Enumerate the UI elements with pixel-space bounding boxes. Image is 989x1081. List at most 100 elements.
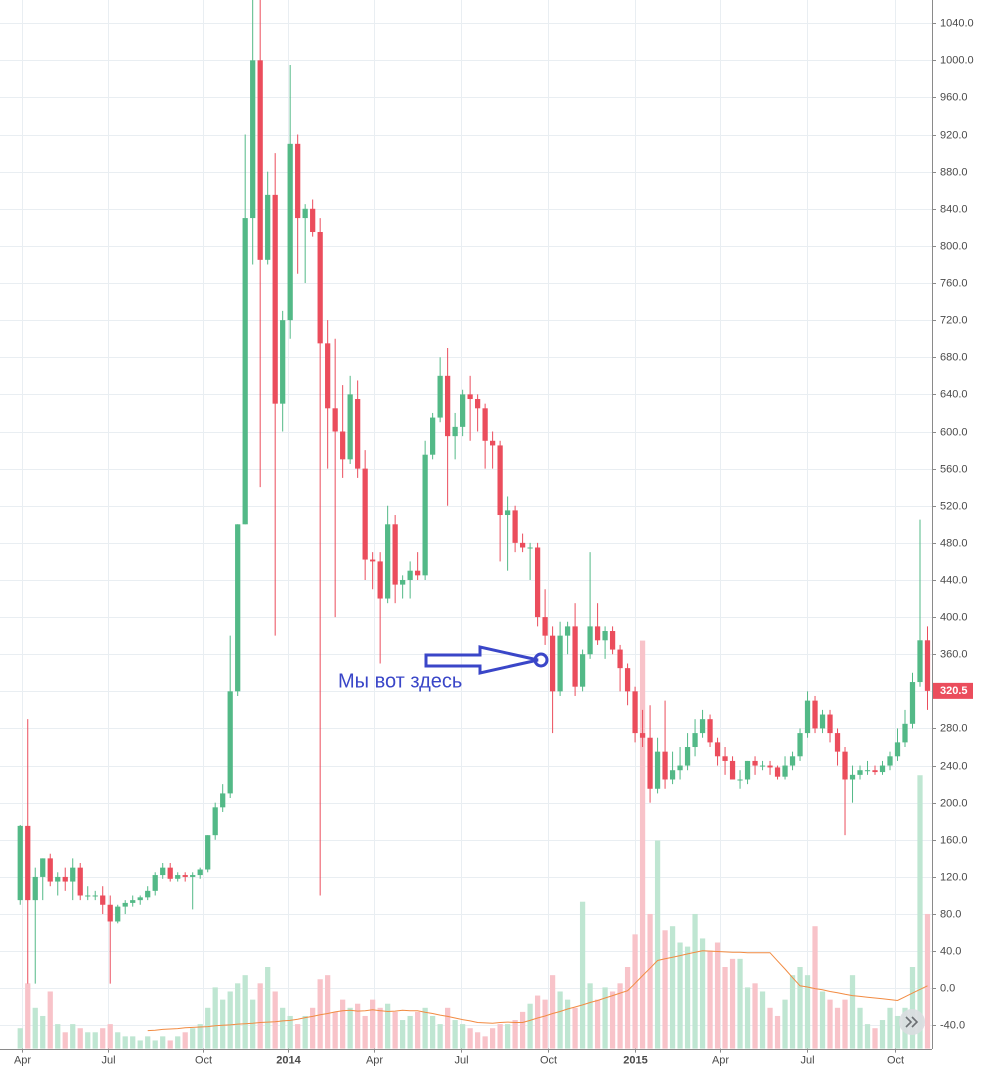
volume-bar xyxy=(647,913,653,1049)
candle-body xyxy=(220,793,226,808)
scroll-button[interactable] xyxy=(899,1009,925,1035)
y-tick-label: 680.0 xyxy=(940,351,968,363)
candle-body xyxy=(212,807,218,836)
candle-body xyxy=(542,617,548,636)
candle-body xyxy=(752,760,758,766)
candle-body xyxy=(92,895,98,897)
candle-body xyxy=(504,510,511,516)
candle-body xyxy=(669,770,676,780)
volume-bar xyxy=(377,1007,383,1049)
volume-bar xyxy=(385,1003,391,1049)
volume-bar xyxy=(122,1036,128,1049)
volume-ma-line xyxy=(147,950,928,1032)
candle-body xyxy=(654,751,661,789)
volume-bar xyxy=(624,967,631,1049)
volume-bar xyxy=(692,913,698,1049)
volume-bar xyxy=(924,913,931,1049)
volume-bar xyxy=(602,987,608,1049)
volume-bar xyxy=(519,1011,526,1049)
y-tick-label: 520.0 xyxy=(940,500,968,512)
volume-bar xyxy=(797,967,803,1049)
y-tick-label: 160.0 xyxy=(940,834,968,846)
candle-body xyxy=(827,714,833,734)
volume-bar xyxy=(167,1040,173,1049)
candle-body xyxy=(317,231,323,344)
volume-bar xyxy=(152,1040,158,1049)
volume-bar xyxy=(842,999,848,1049)
volume-bar xyxy=(272,991,278,1049)
candle-body xyxy=(527,547,533,549)
candle-body xyxy=(250,60,256,219)
y-tick-label: 80.0 xyxy=(940,908,961,920)
candle-body xyxy=(242,218,248,525)
volume-bar xyxy=(77,1028,83,1049)
candle-body xyxy=(235,524,241,692)
candle-body xyxy=(280,320,286,404)
volume-bar xyxy=(175,1036,181,1049)
candle-body xyxy=(407,570,413,580)
scroll-button-icon[interactable] xyxy=(905,1016,919,1028)
candle-body xyxy=(774,767,781,777)
volume-bar xyxy=(257,983,263,1049)
y-tick-label: 200.0 xyxy=(940,797,968,809)
x-tick-label: 2015 xyxy=(623,1055,647,1067)
volume-bar xyxy=(205,1007,211,1049)
volume-bar xyxy=(137,1040,143,1049)
candle-body xyxy=(677,765,683,771)
x-tick-label: Oct xyxy=(540,1055,557,1067)
volume-bar xyxy=(872,1028,878,1049)
candle-body xyxy=(924,640,931,691)
candle-body xyxy=(197,869,203,876)
candle-body xyxy=(400,579,406,585)
y-tick-label: 840.0 xyxy=(940,203,968,215)
volume-bar xyxy=(534,995,541,1049)
candle-body xyxy=(40,858,46,877)
volume-bar xyxy=(699,938,706,1049)
y-tick-label: 440.0 xyxy=(940,574,968,586)
candle-body xyxy=(430,417,436,455)
candle-body xyxy=(85,895,91,897)
candle-body xyxy=(167,867,173,879)
volume-bar xyxy=(40,1015,46,1049)
volume-bar xyxy=(242,975,248,1049)
volume-bar xyxy=(482,1036,488,1049)
candle-body xyxy=(347,394,353,460)
annotation-text: Мы вот здесь xyxy=(338,670,462,692)
x-tick-label: Jul xyxy=(800,1055,814,1067)
volume-bar xyxy=(430,1015,436,1049)
volume-bar xyxy=(182,1032,188,1049)
candle-body xyxy=(729,760,736,780)
annotation-arrow xyxy=(424,645,539,675)
volume-bar xyxy=(190,1028,196,1049)
volume-bar xyxy=(115,1032,121,1049)
volume-bar xyxy=(415,1011,421,1049)
candle-body xyxy=(452,426,458,437)
candle-body xyxy=(422,454,428,576)
volume-bar xyxy=(827,999,833,1049)
candle-body xyxy=(175,875,181,879)
candle-body xyxy=(849,774,856,780)
candle-body xyxy=(699,719,706,734)
candle-body xyxy=(789,756,796,766)
volume-bar xyxy=(227,991,233,1049)
volume-bar xyxy=(677,942,683,1049)
volume-bar xyxy=(654,840,661,1049)
candle-body xyxy=(415,570,421,576)
candle-body xyxy=(32,876,38,901)
candle-body xyxy=(647,737,653,789)
y-tick-label: 120.0 xyxy=(940,871,968,883)
x-tick-label: Apr xyxy=(712,1055,729,1067)
candle-body xyxy=(182,875,188,877)
candle-body xyxy=(100,895,106,905)
candle-body xyxy=(692,733,698,748)
candle-body xyxy=(377,561,383,599)
volume-bar xyxy=(744,987,751,1049)
candle-body xyxy=(340,431,346,460)
volume-bar xyxy=(55,1024,61,1049)
candle-body xyxy=(512,510,518,543)
volume-bar xyxy=(864,1024,871,1049)
x-tick-label: Jul xyxy=(454,1055,468,1067)
volume-bar xyxy=(47,991,53,1049)
y-tick-label: 880.0 xyxy=(940,166,968,178)
candle-body xyxy=(497,445,503,516)
